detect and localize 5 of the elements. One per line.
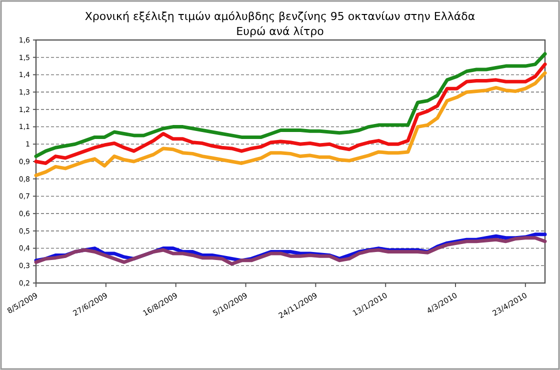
chart-subtitle: Ευρώ ανά λίτρο: [236, 25, 324, 38]
chart-title: Χρονική εξέλιξη τιμών αμόλυβδης βενζίνης 95 οκτανίων στην Ελλάδα: [84, 10, 476, 23]
line-series: [34, 62, 547, 165]
line-series: [34, 52, 547, 158]
line-series: [34, 71, 547, 178]
